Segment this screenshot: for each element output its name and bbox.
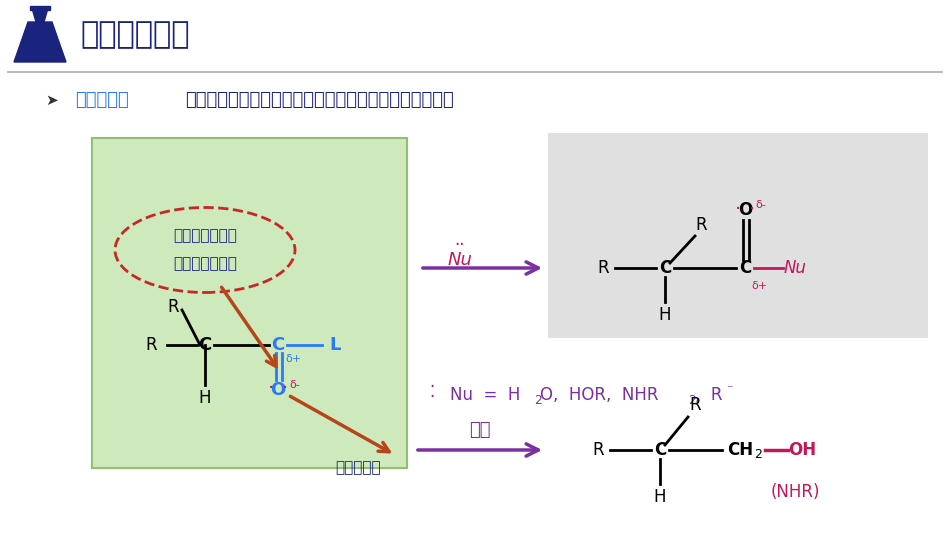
Text: Nu: Nu: [447, 251, 472, 269]
Text: δ+: δ+: [750, 281, 767, 291]
Text: O: O: [271, 381, 286, 399]
Text: R: R: [598, 259, 609, 277]
Text: 羰基被还原: 羰基被还原: [335, 461, 381, 476]
Polygon shape: [14, 22, 66, 62]
Text: δ-: δ-: [290, 380, 300, 390]
Text: ·: ·: [268, 378, 275, 398]
Text: ·: ·: [429, 388, 434, 406]
Text: ··: ··: [455, 236, 465, 254]
Text: H: H: [654, 488, 666, 506]
FancyBboxPatch shape: [92, 138, 407, 468]
Text: H: H: [658, 306, 672, 324]
Text: ·: ·: [735, 200, 741, 218]
Text: L: L: [330, 336, 341, 354]
Polygon shape: [32, 8, 48, 22]
Text: 化学性质概述: 化学性质概述: [80, 20, 189, 50]
Text: 2: 2: [754, 448, 762, 462]
Text: R: R: [167, 298, 179, 316]
Text: C: C: [654, 441, 666, 459]
Text: H: H: [199, 389, 211, 407]
Text: O,  HOR,  NHR: O, HOR, NHR: [540, 386, 658, 404]
Text: Nu: Nu: [784, 259, 807, 277]
Text: C: C: [199, 336, 212, 354]
Bar: [548, 133, 928, 338]
Text: R: R: [592, 441, 604, 459]
Text: R: R: [695, 216, 707, 234]
Text: ⁻: ⁻: [726, 384, 732, 396]
Text: 酰基化合物: 酰基化合物: [75, 91, 129, 109]
Text: C: C: [659, 259, 671, 277]
Text: OH: OH: [788, 441, 816, 459]
Text: δ-: δ-: [755, 200, 767, 210]
Text: R: R: [145, 336, 157, 354]
Text: ·: ·: [749, 200, 755, 218]
Text: ,  R: , R: [695, 386, 723, 404]
Text: ：羧酸衍生物中一般都含有酰基，可统称为酰基化合物。: ：羧酸衍生物中一般都含有酰基，可统称为酰基化合物。: [185, 91, 454, 109]
Text: ·: ·: [282, 378, 288, 398]
Text: 2: 2: [688, 394, 695, 407]
Text: O: O: [738, 201, 752, 219]
Text: Nu  =  H: Nu = H: [450, 386, 521, 404]
Text: 还原: 还原: [469, 421, 491, 439]
FancyBboxPatch shape: [30, 6, 50, 10]
Text: ➤: ➤: [46, 93, 58, 108]
Text: R: R: [689, 396, 701, 414]
Text: (NHR): (NHR): [770, 483, 820, 501]
Text: 羰基碳有亲电性: 羰基碳有亲电性: [173, 228, 237, 243]
Text: C: C: [739, 259, 751, 277]
Text: 可发生亲核取代: 可发生亲核取代: [173, 256, 237, 271]
Text: C: C: [272, 336, 285, 354]
Text: 2: 2: [534, 394, 542, 407]
Text: ·: ·: [429, 378, 434, 396]
Text: CH: CH: [727, 441, 753, 459]
Text: δ+: δ+: [285, 354, 301, 364]
